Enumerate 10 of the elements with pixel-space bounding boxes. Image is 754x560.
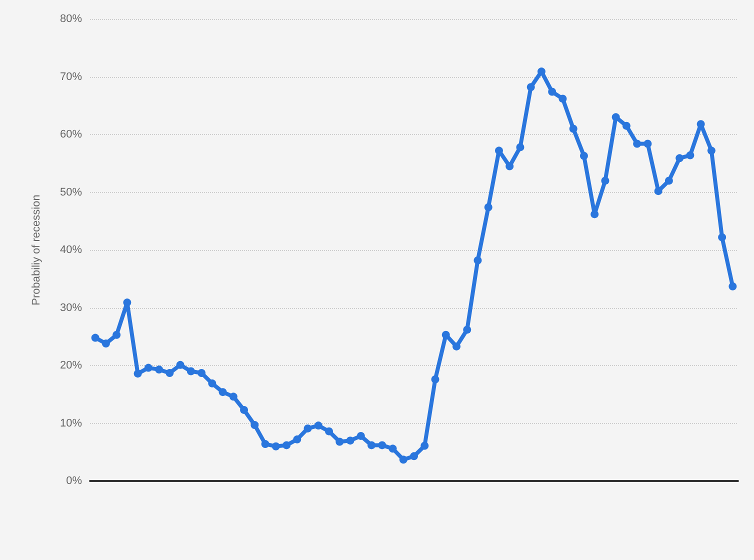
y-tick-label: 30% xyxy=(60,302,82,314)
y-tick-label: 10% xyxy=(60,417,82,430)
y-tick-label: 80% xyxy=(60,13,82,25)
y-tick-label: 70% xyxy=(60,70,82,83)
y-axis-title: Probabiliy of recession xyxy=(30,194,42,306)
y-tick-label: 50% xyxy=(60,186,82,198)
y-tick-label: 20% xyxy=(60,360,82,372)
y-tick-label: 60% xyxy=(60,128,82,140)
y-tick-label: 40% xyxy=(60,244,82,256)
y-tick-label: 0% xyxy=(66,475,82,487)
